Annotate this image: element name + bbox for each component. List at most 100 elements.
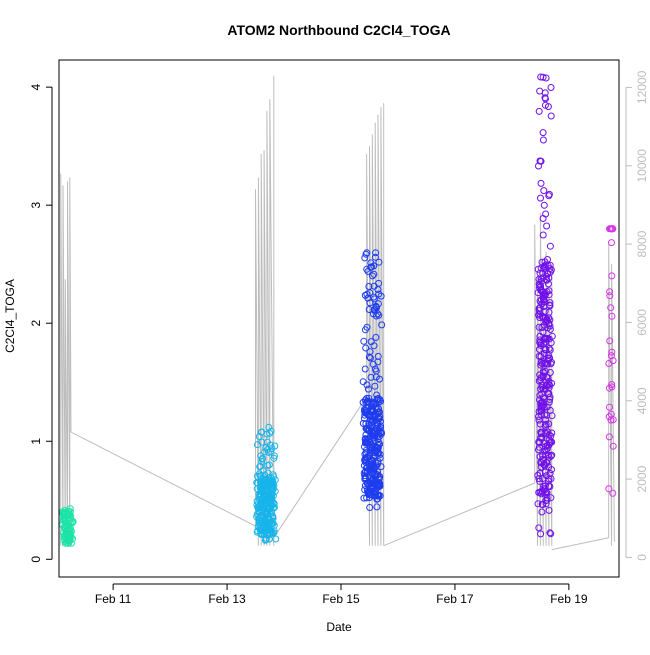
data-point bbox=[363, 410, 371, 418]
data-point bbox=[367, 491, 375, 499]
data-point bbox=[370, 270, 378, 278]
data-point bbox=[545, 431, 553, 439]
data-point bbox=[539, 136, 547, 144]
left-tick-label: 2 bbox=[29, 320, 43, 327]
data-point bbox=[543, 411, 551, 419]
data-point bbox=[376, 473, 384, 480]
data-point bbox=[544, 256, 551, 263]
data-point bbox=[537, 403, 545, 411]
right-tick-label: 8000 bbox=[635, 230, 649, 257]
data-point bbox=[366, 466, 374, 474]
data-point bbox=[364, 397, 372, 405]
data-point bbox=[368, 272, 376, 280]
right-tick-label: 2000 bbox=[635, 465, 649, 492]
data-point bbox=[377, 397, 385, 405]
data-point bbox=[368, 441, 376, 449]
data-point bbox=[537, 194, 544, 202]
data-point bbox=[362, 344, 370, 352]
data-point bbox=[371, 306, 379, 314]
data-point bbox=[258, 438, 266, 446]
data-point bbox=[66, 508, 74, 516]
left-axis: 0 1 2 3 4 bbox=[29, 83, 53, 563]
data-point bbox=[376, 375, 383, 383]
data-point bbox=[367, 373, 375, 381]
data-point bbox=[538, 324, 546, 331]
data-point bbox=[539, 501, 547, 509]
data-point bbox=[542, 500, 550, 508]
data-point bbox=[606, 225, 613, 233]
data-point bbox=[363, 464, 370, 472]
data-point bbox=[545, 390, 553, 398]
data-point bbox=[266, 497, 274, 505]
data-point bbox=[535, 489, 543, 496]
data-point bbox=[540, 263, 548, 270]
data-point bbox=[264, 462, 272, 469]
data-point bbox=[371, 382, 379, 390]
data-point bbox=[261, 517, 269, 525]
data-point bbox=[371, 253, 379, 261]
data-point bbox=[538, 300, 546, 308]
data-point bbox=[542, 490, 550, 498]
secondary-line-segment bbox=[60, 173, 72, 546]
data-point bbox=[608, 383, 616, 391]
secondary-line-segment bbox=[551, 537, 609, 551]
data-point bbox=[539, 269, 547, 277]
data-point bbox=[362, 438, 370, 446]
data-point bbox=[262, 536, 270, 544]
data-point bbox=[362, 446, 370, 454]
right-tick-label: 6000 bbox=[635, 309, 649, 336]
data-point bbox=[546, 346, 554, 354]
data-point bbox=[377, 428, 385, 436]
data-point bbox=[361, 365, 369, 373]
data-point bbox=[541, 447, 549, 455]
data-point bbox=[272, 535, 280, 543]
data-point bbox=[535, 352, 543, 360]
data-point bbox=[359, 378, 367, 386]
data-point bbox=[374, 471, 382, 479]
data-point bbox=[539, 373, 547, 381]
data-point bbox=[266, 429, 274, 437]
data-point bbox=[548, 332, 556, 340]
chart-title: ATOM2 Northbound C2Cl4_TOGA bbox=[227, 22, 450, 38]
data-point bbox=[369, 476, 377, 484]
data-point bbox=[265, 474, 273, 482]
data-point bbox=[545, 506, 553, 514]
data-point bbox=[606, 403, 613, 411]
data-point bbox=[64, 516, 72, 523]
data-point bbox=[606, 292, 614, 300]
data-point bbox=[609, 489, 617, 497]
data-point bbox=[368, 405, 376, 413]
data-point bbox=[541, 385, 549, 392]
data-point bbox=[544, 354, 552, 362]
data-point bbox=[366, 354, 374, 362]
secondary-line-segment bbox=[273, 396, 368, 539]
data-point bbox=[271, 487, 279, 495]
data-point bbox=[258, 455, 266, 463]
data-point bbox=[537, 179, 545, 187]
data-point bbox=[537, 361, 545, 369]
data-point bbox=[547, 452, 555, 460]
data-point bbox=[609, 442, 617, 450]
data-point bbox=[260, 501, 268, 509]
data-point bbox=[540, 461, 548, 469]
data-point bbox=[608, 225, 616, 233]
data-point bbox=[537, 283, 545, 290]
data-point bbox=[536, 469, 544, 477]
data-point bbox=[606, 337, 614, 345]
left-tick-label: 3 bbox=[29, 202, 43, 209]
data-point bbox=[541, 291, 549, 299]
data-point bbox=[374, 444, 381, 452]
data-point bbox=[544, 269, 552, 277]
data-point bbox=[258, 527, 266, 535]
data-point bbox=[376, 413, 384, 421]
data-point bbox=[362, 250, 370, 258]
x-axis: Feb 11 Feb 13 Feb 15 Feb 17 Feb 19 bbox=[95, 583, 588, 606]
data-point bbox=[546, 325, 554, 333]
right-tick-label: 0 bbox=[635, 554, 649, 561]
data-point bbox=[378, 321, 386, 329]
data-point bbox=[360, 337, 368, 345]
left-tick-label: 0 bbox=[29, 556, 43, 563]
data-point bbox=[543, 222, 551, 230]
data-point bbox=[270, 527, 278, 535]
data-point bbox=[541, 307, 549, 315]
